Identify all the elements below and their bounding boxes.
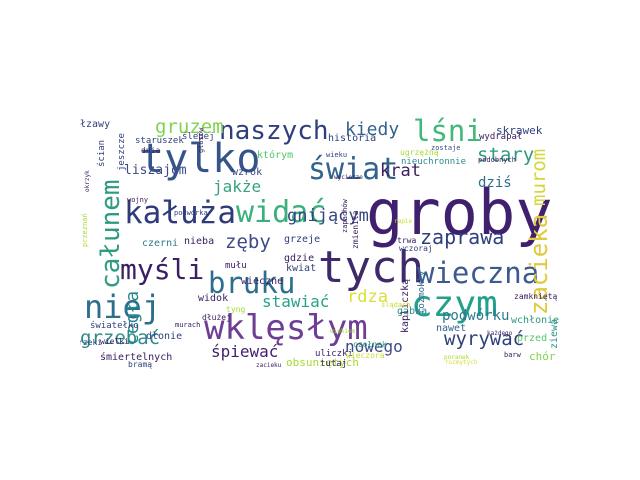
word: skrawek — [496, 124, 543, 137]
word: światełko — [90, 321, 139, 331]
word: lśni — [413, 114, 483, 148]
word: mułu — [225, 261, 247, 271]
word: podwórka — [174, 209, 208, 217]
word: bruku — [208, 266, 296, 300]
word: widok — [198, 293, 229, 304]
word: zaprawa — [420, 225, 505, 249]
word: zęby — [225, 231, 271, 253]
word: wieczna — [417, 256, 540, 290]
word: historia — [328, 133, 377, 144]
word: rapie — [394, 218, 413, 225]
word: liszajom — [124, 163, 187, 178]
word: okrzyk — [84, 170, 91, 192]
word: ślepej — [182, 132, 215, 142]
word: rdza — [347, 287, 388, 307]
word: zostaje — [431, 144, 461, 152]
word: śmiertelnych — [100, 352, 173, 363]
word: wyrywać — [444, 328, 525, 350]
word: podobnych — [478, 156, 516, 164]
word: zacieku — [256, 362, 282, 369]
word: tutaj — [320, 359, 348, 369]
word: nieuchronnie — [401, 157, 467, 167]
word: przeznań — [81, 213, 89, 247]
word: barw — [504, 351, 521, 359]
word: wyciorze — [334, 174, 363, 181]
word: rzeki — [80, 338, 103, 347]
word: obsuniętych — [286, 356, 359, 369]
word: nowego — [345, 337, 403, 356]
word: wklęsłym — [204, 308, 368, 348]
word: gruzem — [155, 116, 224, 138]
word: dnia — [141, 146, 161, 155]
word: wieczne — [241, 276, 284, 287]
word: niej — [84, 288, 162, 326]
word: gdzie — [284, 253, 315, 264]
word: widać — [236, 195, 327, 230]
word: poranek — [444, 354, 470, 361]
word: stary — [477, 144, 535, 166]
word: dłużej — [202, 313, 231, 322]
word: dłonie — [146, 331, 183, 342]
word: krat — [380, 161, 421, 181]
word: kałuża — [124, 195, 236, 231]
word: czym — [411, 284, 498, 325]
word: murach — [175, 321, 201, 329]
word: stawiać — [262, 292, 330, 311]
word: grzeje — [284, 234, 321, 245]
word: grzebać — [80, 327, 161, 349]
word: rozmytych — [445, 359, 478, 366]
word: zmieniła — [351, 210, 360, 249]
word: tych — [318, 242, 424, 293]
word: nieba — [184, 236, 215, 247]
word: każdego — [487, 330, 513, 337]
word: głosów — [197, 127, 205, 153]
word: zamkniętą — [514, 292, 558, 301]
word: uliczki — [315, 349, 353, 359]
word: gąbka — [397, 306, 428, 317]
word: rozmokły — [417, 270, 427, 314]
word: którym — [257, 150, 294, 161]
word: przed — [517, 333, 548, 344]
word: wieku — [326, 151, 348, 159]
word-cloud: groby tych tylko czym wklęsłym wieczna n… — [80, 109, 560, 371]
word: wielki — [100, 337, 129, 346]
word: chór — [529, 350, 556, 363]
word: wydrapał — [479, 132, 523, 142]
word: kwiat — [286, 263, 317, 274]
word: jeszcze — [117, 133, 127, 171]
word: łzawy — [80, 119, 111, 130]
word: czerni — [142, 238, 179, 249]
word: dziś — [478, 175, 512, 191]
word: zapachów — [341, 199, 349, 233]
word: myśli — [120, 253, 205, 286]
word: podwórku — [442, 308, 510, 324]
word: śpiewać — [211, 342, 279, 361]
word: kiedy — [345, 119, 400, 140]
word: nawet — [436, 323, 467, 334]
word: wojny — [127, 196, 149, 204]
word: wzrok — [232, 167, 263, 178]
word: staruszek — [135, 136, 184, 146]
word: tyng — [226, 305, 246, 314]
word: jakże — [213, 177, 262, 196]
word: bramą — [128, 360, 153, 369]
word: ugrzężną — [400, 148, 439, 157]
word: trwa — [397, 236, 417, 245]
word: czołnek — [353, 340, 387, 349]
word: gnijącym — [287, 206, 369, 226]
word: ślądach — [381, 301, 411, 309]
word: wchłonie — [511, 315, 560, 326]
word: świat — [308, 152, 399, 187]
word: całunem — [96, 179, 126, 289]
word: tylko — [140, 136, 261, 182]
word: wczoraj — [399, 244, 433, 253]
word: wieczora — [346, 351, 385, 360]
word: groby — [366, 176, 553, 249]
word: naszych — [219, 116, 329, 146]
word: ścian — [97, 139, 107, 167]
word: wiekiem — [330, 328, 356, 335]
